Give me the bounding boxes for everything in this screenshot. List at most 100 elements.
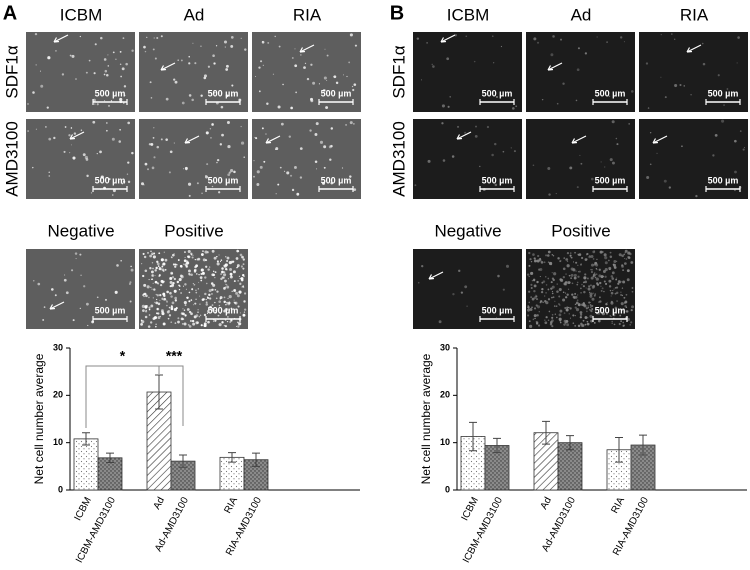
speckle bbox=[533, 284, 537, 288]
speckle bbox=[533, 37, 537, 41]
speckle bbox=[449, 96, 451, 98]
speckle bbox=[575, 261, 578, 264]
x-tick-label: RIA bbox=[222, 495, 240, 515]
speckle bbox=[586, 322, 590, 326]
speckle bbox=[215, 297, 218, 300]
significance-label: * bbox=[120, 348, 126, 364]
speckle bbox=[96, 103, 99, 106]
speckle bbox=[243, 156, 246, 159]
speckle bbox=[608, 95, 611, 98]
speckle bbox=[223, 264, 227, 268]
speckle bbox=[294, 64, 298, 68]
speckle bbox=[42, 319, 45, 321]
scale-bar-label: 500 µm bbox=[95, 175, 126, 185]
speckle bbox=[227, 297, 229, 300]
speckle bbox=[156, 281, 159, 285]
speckle bbox=[186, 296, 189, 299]
speckle bbox=[275, 193, 277, 195]
speckle bbox=[623, 308, 625, 311]
significance-bracket bbox=[85, 365, 184, 428]
arrow bbox=[686, 44, 702, 53]
scale-bar-label: 500 µm bbox=[595, 88, 626, 98]
speckle bbox=[146, 304, 148, 307]
speckle bbox=[216, 290, 219, 293]
speckle bbox=[547, 250, 551, 254]
speckle bbox=[596, 269, 598, 271]
bar bbox=[97, 457, 123, 491]
speckle bbox=[203, 76, 207, 80]
speckle bbox=[146, 285, 150, 289]
speckle bbox=[584, 316, 588, 319]
speckle bbox=[216, 255, 218, 258]
speckle bbox=[550, 287, 553, 290]
speckle bbox=[214, 277, 216, 279]
speckle bbox=[243, 311, 246, 313]
speckle bbox=[681, 145, 683, 148]
speckle bbox=[611, 120, 615, 124]
speckle bbox=[630, 321, 633, 324]
speckle bbox=[595, 273, 598, 276]
speckle bbox=[177, 317, 180, 320]
speckle bbox=[171, 276, 175, 279]
speckle bbox=[278, 45, 281, 48]
speckle bbox=[220, 105, 224, 109]
speckle bbox=[352, 88, 355, 92]
control-label: Positive bbox=[164, 221, 224, 240]
speckle bbox=[574, 292, 577, 295]
speckle bbox=[151, 166, 155, 170]
speckle bbox=[493, 62, 495, 64]
speckle bbox=[226, 284, 228, 286]
speckle bbox=[173, 308, 177, 312]
control-label: Positive bbox=[551, 221, 611, 240]
speckle bbox=[192, 322, 196, 326]
speckle bbox=[593, 294, 596, 297]
speckle bbox=[156, 37, 159, 40]
speckle bbox=[35, 64, 37, 66]
speckle bbox=[457, 125, 460, 128]
speckle bbox=[151, 274, 155, 277]
speckle bbox=[599, 250, 603, 254]
y-axis-title: Net cell number average bbox=[32, 353, 46, 484]
speckle bbox=[233, 289, 236, 292]
speckle bbox=[238, 290, 242, 294]
speckle bbox=[214, 288, 217, 291]
speckle bbox=[165, 97, 169, 101]
speckle bbox=[204, 250, 208, 254]
speckle bbox=[266, 102, 269, 105]
speckle bbox=[236, 325, 238, 327]
speckle bbox=[34, 32, 38, 36]
speckle bbox=[121, 67, 125, 71]
scale-bar-label: 500 µm bbox=[208, 88, 239, 98]
speckle bbox=[119, 97, 123, 102]
speckle bbox=[588, 291, 591, 294]
speckle bbox=[55, 50, 57, 52]
speckle bbox=[208, 289, 212, 293]
speckle bbox=[204, 276, 207, 279]
speckle bbox=[547, 298, 551, 301]
speckle bbox=[145, 294, 148, 298]
speckle bbox=[151, 262, 154, 264]
speckle bbox=[258, 66, 261, 69]
x-tick-label: Ad bbox=[152, 495, 167, 511]
speckle bbox=[562, 82, 565, 85]
speckle bbox=[177, 259, 180, 262]
speckle bbox=[244, 314, 246, 317]
speckle bbox=[556, 316, 558, 319]
speckle bbox=[570, 256, 573, 259]
speckle bbox=[46, 106, 49, 109]
speckle bbox=[160, 258, 164, 262]
speckle bbox=[564, 307, 567, 309]
row-label: AMD3100 bbox=[389, 121, 408, 197]
speckle bbox=[242, 263, 245, 266]
speckle bbox=[625, 258, 628, 260]
speckle bbox=[454, 33, 458, 37]
speckle bbox=[184, 283, 187, 286]
speckle bbox=[170, 271, 174, 275]
speckle bbox=[214, 91, 216, 94]
speckle bbox=[159, 315, 161, 318]
speckle bbox=[277, 183, 280, 186]
speckle bbox=[195, 273, 198, 275]
speckle bbox=[701, 42, 704, 45]
speckle bbox=[702, 62, 706, 66]
speckle bbox=[726, 88, 729, 90]
